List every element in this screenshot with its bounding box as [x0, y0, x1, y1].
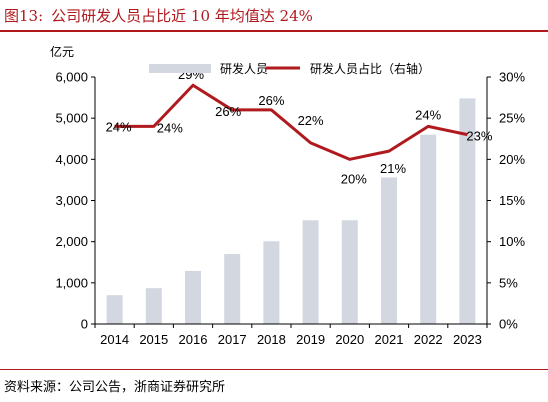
line-data-label: 26% — [258, 93, 284, 108]
bar — [302, 220, 319, 324]
bar — [106, 295, 123, 324]
left-tick-label: 6,000 — [55, 70, 88, 85]
bar — [420, 134, 437, 324]
x-tick-label: 2021 — [375, 332, 404, 347]
right-tick-label: 30% — [499, 70, 525, 85]
bar — [459, 98, 476, 324]
line-data-label: 24% — [106, 119, 132, 134]
left-tick-label: 1,000 — [55, 275, 88, 290]
line-data-label: 23% — [466, 129, 492, 144]
bar — [341, 220, 358, 324]
line-data-labels: 24% 24%29%26%26%22%20%21%24%23% — [106, 67, 493, 186]
legend: 研发人员 研发人员占比（右轴） — [149, 61, 430, 76]
right-tick-label: 0% — [499, 317, 518, 332]
left-tick-label: 5,000 — [55, 111, 88, 126]
line-data-label: 22% — [298, 113, 324, 128]
right-tick-label: 20% — [499, 152, 525, 167]
right-tick-label: 15% — [499, 193, 525, 208]
right-tick-label: 10% — [499, 234, 525, 249]
figure-title: 图13: 公司研发人员占比近 10 年均值达 24% — [4, 5, 321, 26]
left-tick-label: 3,000 — [55, 193, 88, 208]
line-data-label: 21% — [380, 161, 406, 176]
figure-number: 图13: — [4, 7, 44, 25]
x-tick-label: 2023 — [453, 332, 482, 347]
line-series — [114, 83, 468, 161]
legend-swatch-bar — [149, 64, 211, 73]
x-tick-label: 2017 — [218, 332, 247, 347]
line-data-label: 24% — [415, 107, 441, 122]
line-data-label: 20% — [341, 171, 367, 186]
legend-label-bar: 研发人员 — [220, 61, 268, 76]
line-data-label: 24% — [157, 120, 183, 135]
x-tick-label: 2018 — [257, 332, 286, 347]
x-tick-label: 2015 — [139, 332, 168, 347]
bar — [381, 177, 397, 324]
right-tick-label: 25% — [499, 111, 525, 126]
figure-title-text: 公司研发人员占比近 10 年均值达 24% — [51, 7, 313, 25]
source-note: 资料来源：公司公告，浙商证券研究所 — [4, 380, 226, 395]
left-axis-unit-label: 亿元 — [50, 44, 74, 59]
right-tick-label: 5% — [499, 275, 518, 290]
left-tick-label: 0 — [81, 317, 88, 332]
right-axis-ticks: 0% 5% 10% 15% 20% 25% 30% — [487, 70, 525, 332]
x-tick-label: 2014 — [100, 332, 129, 347]
left-tick-label: 4,000 — [55, 152, 88, 167]
legend-label-line: 研发人员占比（右轴） — [310, 61, 430, 76]
bar — [145, 288, 162, 324]
x-tick-label: 2019 — [296, 332, 325, 347]
x-tick-label: 2022 — [414, 332, 443, 347]
source-rule — [0, 369, 548, 370]
left-axis-ticks: 0 1,000 2,000 3,000 4,000 5,000 6,000 — [55, 70, 95, 332]
bar — [263, 241, 280, 324]
x-axis-ticks: 2014 2015 2016 2017 2018 2019 2020 2021 2022 2023 — [94, 324, 488, 347]
title-rule — [0, 30, 548, 32]
left-tick-label: 2,000 — [55, 234, 88, 249]
bar — [224, 254, 241, 324]
bar-series — [106, 98, 476, 324]
x-tick-label: 2020 — [335, 332, 364, 347]
x-tick-label: 2016 — [179, 332, 208, 347]
line-data-label: 26% — [215, 104, 241, 119]
bar — [185, 270, 201, 324]
